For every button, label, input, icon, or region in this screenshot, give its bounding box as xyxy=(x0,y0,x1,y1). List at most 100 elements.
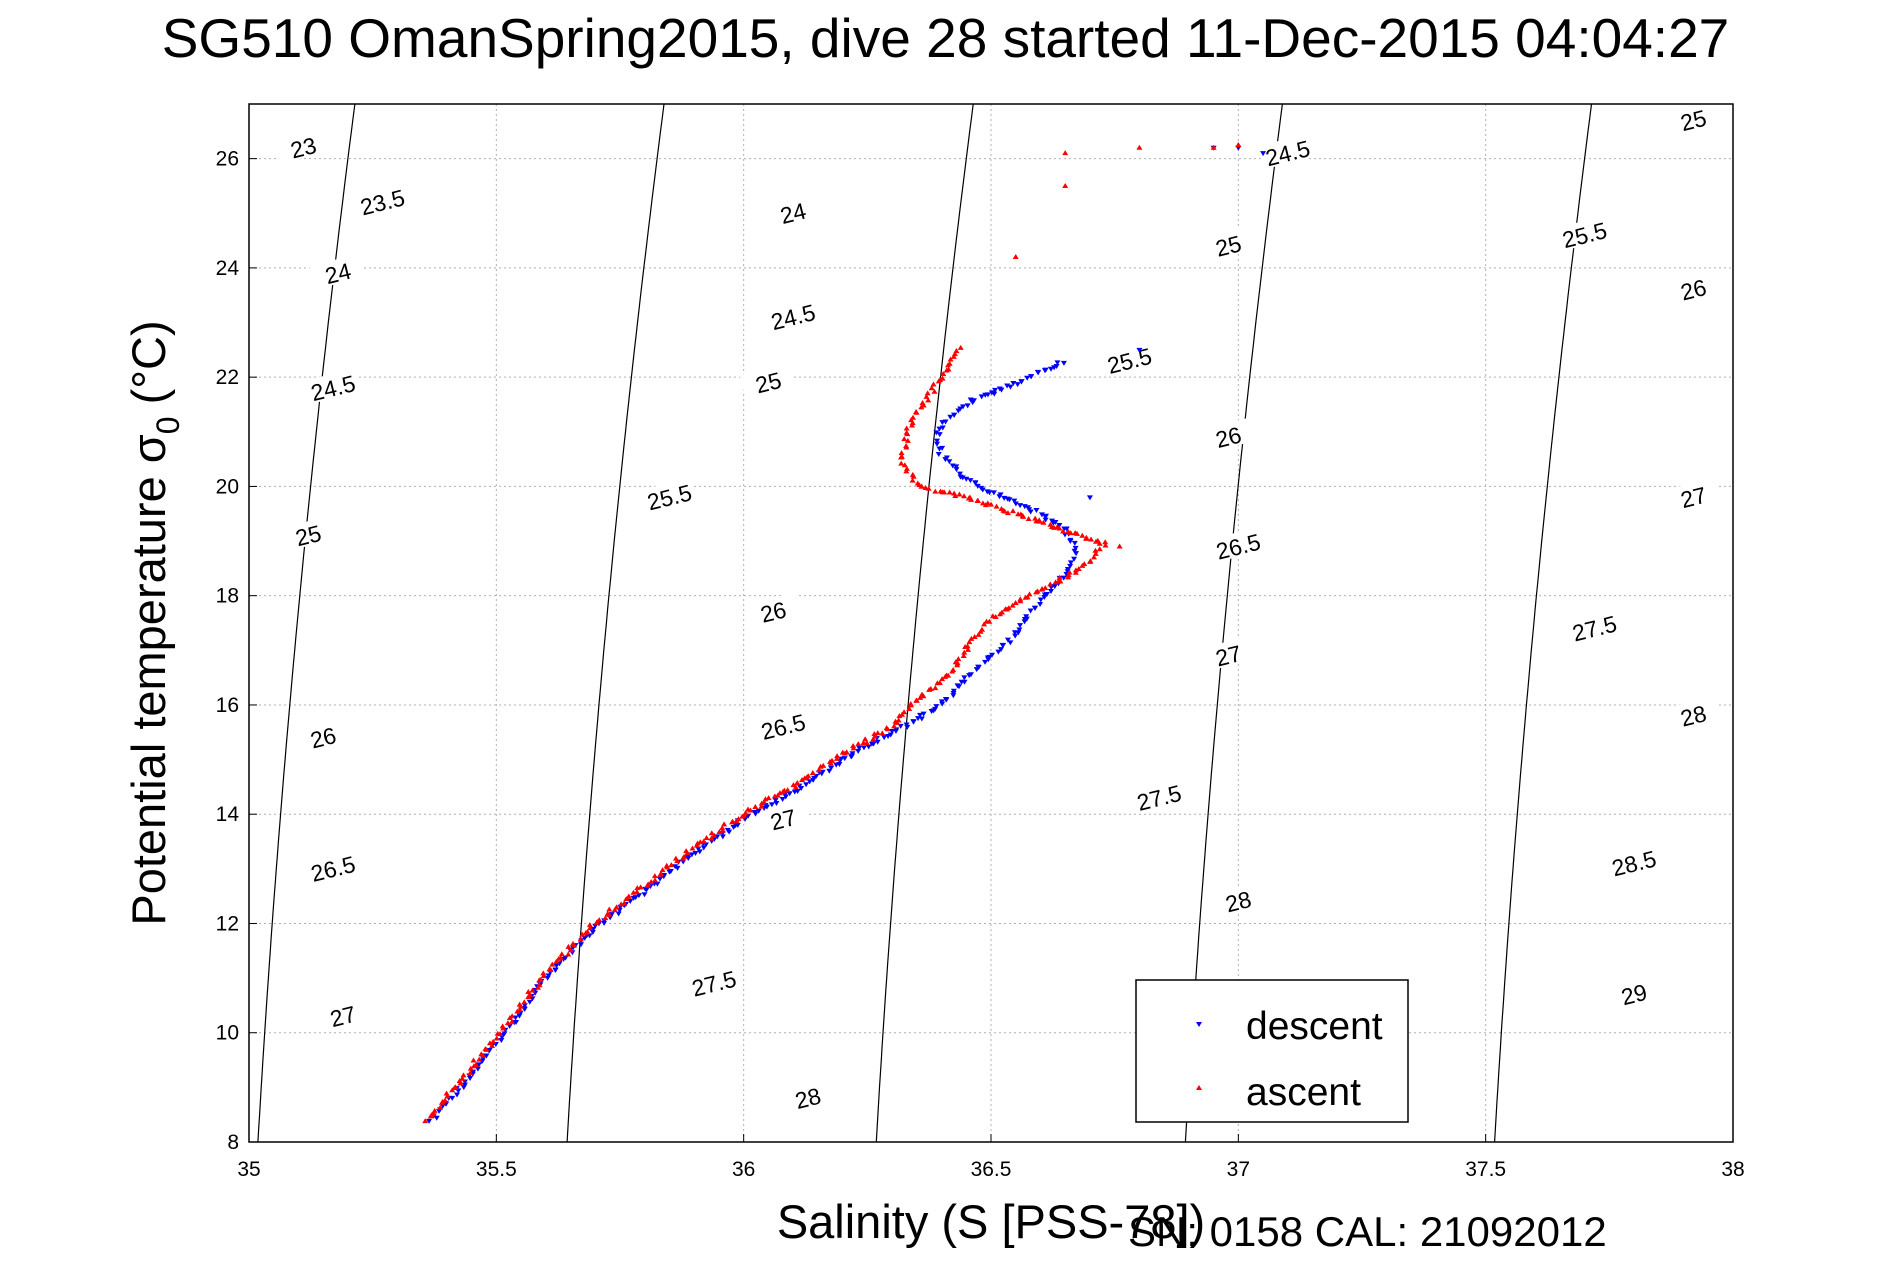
isopycnal-label-bg xyxy=(739,362,797,399)
isopycnal-label: 26 xyxy=(758,596,789,627)
descent-point xyxy=(957,406,964,412)
descent-point xyxy=(951,412,958,418)
ascent-point xyxy=(931,388,938,394)
descent-point xyxy=(1067,537,1074,543)
isopycnal-label: 24.5 xyxy=(1263,135,1313,171)
descent-point xyxy=(1007,384,1014,390)
isopycnal-label-bg xyxy=(1664,695,1722,732)
ascent-point xyxy=(540,970,547,976)
ascent-point xyxy=(898,453,905,459)
isopycnal-label-bg xyxy=(1565,608,1623,645)
ascent-point xyxy=(946,489,953,495)
ascent-point xyxy=(1024,594,1031,600)
descent-point xyxy=(1053,363,1060,369)
serial-calibration-note: SN: 0158 CAL: 21092012 xyxy=(1128,1208,1607,1255)
isopycnal-label-bg xyxy=(309,253,366,290)
ascent-point xyxy=(903,429,910,435)
descent-point xyxy=(433,1115,440,1121)
isopycnal-label: 27.5 xyxy=(1134,780,1184,816)
descent-point xyxy=(855,748,862,754)
descent-point xyxy=(426,1118,433,1124)
isopycnal-label: 27.5 xyxy=(689,966,739,1002)
descent-point xyxy=(498,1037,505,1043)
descent-point xyxy=(1054,360,1061,366)
descent-point xyxy=(1041,595,1048,601)
ascent-point xyxy=(1072,569,1079,575)
descent-point xyxy=(887,732,894,738)
ascent-point xyxy=(909,414,916,420)
isopycnal-label-bg xyxy=(744,592,801,629)
ascent-point xyxy=(964,643,971,649)
ascent-point xyxy=(998,505,1005,511)
descent-point xyxy=(950,693,957,699)
ascent-point xyxy=(957,344,964,350)
ascent-point xyxy=(604,910,611,916)
ascent-point xyxy=(794,780,801,786)
descent-point xyxy=(910,719,917,725)
isopycnal-label-bg xyxy=(304,848,361,885)
ascent-point xyxy=(863,740,870,746)
descent-point xyxy=(1071,556,1078,562)
ascent-point xyxy=(907,701,914,707)
ascent-point xyxy=(758,803,765,809)
descent-point xyxy=(654,881,661,887)
ascent-point xyxy=(708,830,715,836)
ascent-point xyxy=(1081,561,1088,567)
ascent-point xyxy=(1062,182,1069,188)
descent-point xyxy=(995,649,1002,655)
ascent-point xyxy=(992,613,999,619)
descent-point xyxy=(672,864,679,870)
ascent-point xyxy=(909,422,916,428)
legend-ascent-label: ascent xyxy=(1246,1071,1361,1114)
x-tick-label: 37 xyxy=(1227,1158,1250,1181)
descent-point xyxy=(642,886,649,892)
ascent-point xyxy=(516,1006,523,1012)
ascent-point xyxy=(952,492,959,498)
isopycnal-label-bg xyxy=(764,193,821,230)
y-tick-label: 26 xyxy=(216,148,239,171)
ascent-point xyxy=(508,1018,515,1024)
descent-point xyxy=(939,445,946,451)
descent-point xyxy=(949,463,956,469)
descent-point xyxy=(1056,522,1063,528)
ascent-point xyxy=(497,1031,504,1037)
ascent-point xyxy=(625,893,632,899)
descent-point xyxy=(950,690,957,696)
isopycnal-label: 28 xyxy=(792,1083,823,1114)
descent-point xyxy=(813,773,820,779)
isopycnal-label: 26.5 xyxy=(1213,528,1263,564)
ascent-point xyxy=(998,609,1005,615)
descent-point xyxy=(1023,614,1030,620)
descent-point xyxy=(475,1062,482,1068)
ascent-point xyxy=(716,828,723,834)
descent-point xyxy=(700,845,707,851)
ascent-point xyxy=(805,773,812,779)
descent-point xyxy=(934,441,941,447)
descent-point xyxy=(635,893,642,899)
descent-point xyxy=(773,801,780,807)
descent-point xyxy=(860,745,867,751)
isopycnal-label: 25 xyxy=(1678,105,1709,136)
descent-point xyxy=(1000,642,1007,648)
ascent-point xyxy=(1102,539,1109,545)
descent-point xyxy=(1037,601,1044,607)
descent-point xyxy=(1072,545,1079,551)
isopycnal-label: 24.5 xyxy=(308,370,358,406)
descent-point xyxy=(601,920,608,926)
ascent-point xyxy=(437,1104,444,1110)
ascent-point xyxy=(960,652,967,658)
descent-point xyxy=(972,480,979,486)
ascent-point xyxy=(689,845,696,851)
ascent-point xyxy=(549,961,556,967)
ascent-point xyxy=(909,477,916,483)
ascent-point xyxy=(577,936,584,942)
ascent-point xyxy=(784,787,791,793)
ascent-point xyxy=(945,366,952,372)
ascent-point xyxy=(955,656,962,662)
descent-point xyxy=(449,1095,456,1101)
ascent-point xyxy=(752,804,759,810)
ascent-point xyxy=(937,377,944,383)
ascent-point xyxy=(741,812,748,818)
descent-point xyxy=(762,802,769,808)
